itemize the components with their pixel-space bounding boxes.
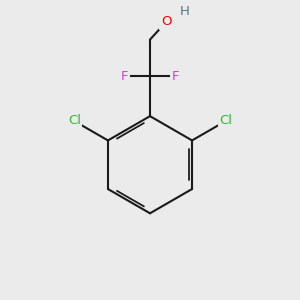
Text: Cl: Cl (68, 115, 81, 128)
Text: Cl: Cl (219, 115, 232, 128)
Text: O: O (161, 15, 171, 28)
Text: H: H (179, 5, 189, 18)
Text: F: F (120, 70, 128, 83)
Text: F: F (172, 70, 180, 83)
